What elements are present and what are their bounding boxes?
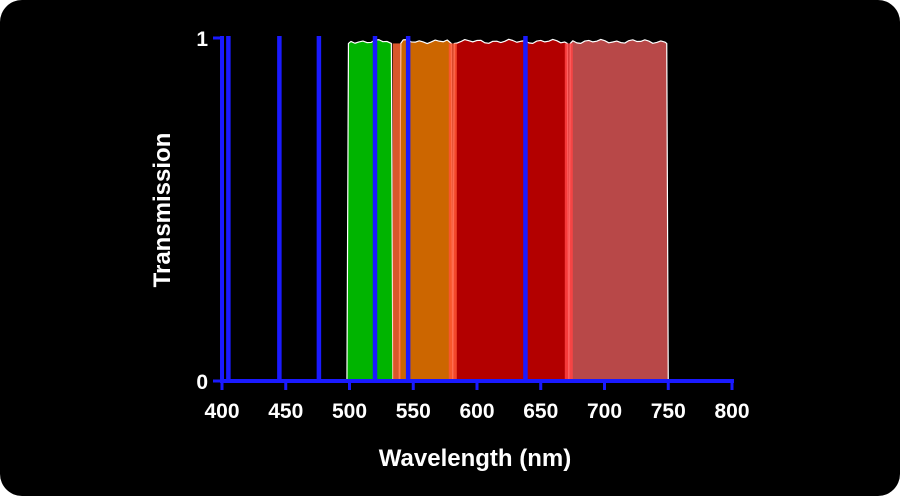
- laser-lines-layer: [226, 36, 528, 381]
- x-tick-label-800: 800: [714, 400, 749, 423]
- edge-glow-537: [392, 43, 401, 382]
- band-539-581: [398, 39, 454, 382]
- x-tick-label-400: 400: [204, 400, 239, 423]
- y-tick-label-0: 0: [196, 371, 208, 394]
- band-581-672: [452, 38, 570, 382]
- x-tick-label-650: 650: [523, 400, 558, 423]
- edge-glow-581: [448, 43, 457, 382]
- x-tick-label-550: 550: [396, 400, 431, 423]
- x-tick-label-500: 500: [332, 400, 367, 423]
- axes-layer: [213, 36, 734, 390]
- x-tick-label-750: 750: [651, 400, 686, 423]
- x-tick-label-450: 450: [268, 400, 303, 423]
- x-axis-title: Wavelength (nm): [379, 445, 571, 472]
- y-axis-title: Transmission: [149, 133, 176, 288]
- band-672-750: [568, 38, 669, 382]
- bands-layer: [346, 38, 669, 382]
- x-tick-label-600: 600: [459, 400, 494, 423]
- x-tick-label-700: 700: [587, 400, 622, 423]
- band-498-534: [346, 39, 394, 382]
- y-tick-label-1: 1: [196, 28, 208, 51]
- edge-glow-672: [564, 43, 573, 382]
- edge-glow-layer: [392, 43, 573, 382]
- tick-labels-layer: 400 450 500 550 600 650 700 750 800 0 1: [196, 28, 749, 423]
